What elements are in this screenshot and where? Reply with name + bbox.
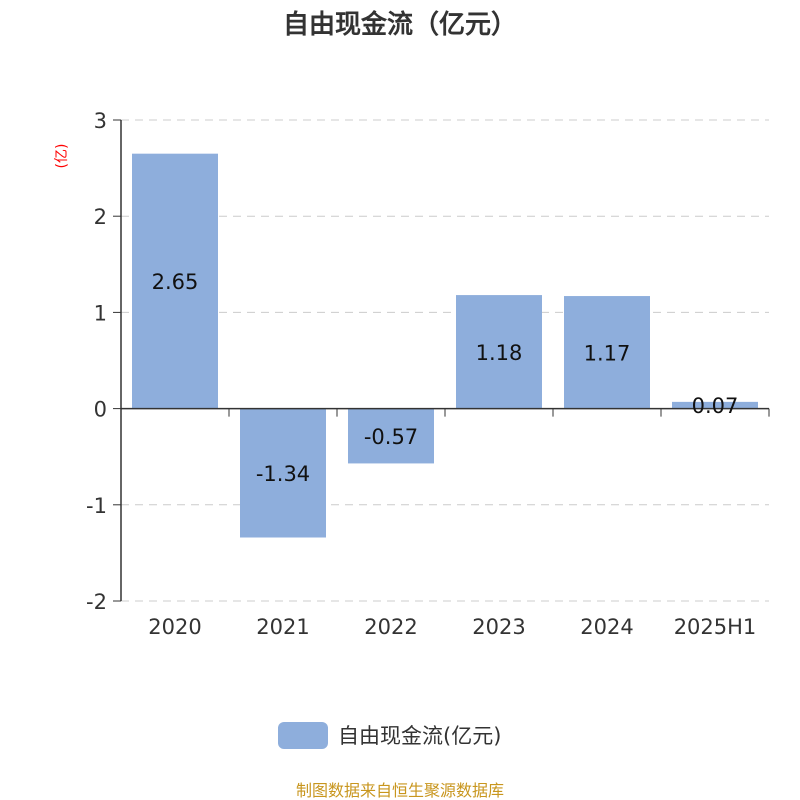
x-tick-label: 2024 <box>580 615 633 639</box>
y-tick-label: 0 <box>94 398 107 422</box>
x-tick-label: 2020 <box>148 615 201 639</box>
y-tick-label: -2 <box>86 590 107 614</box>
y-tick-label: 2 <box>94 205 107 229</box>
bar <box>564 296 650 409</box>
bar <box>348 408 434 464</box>
data-label: 2.65 <box>152 270 199 294</box>
x-tick-label: 2021 <box>256 615 309 639</box>
bar <box>456 295 542 409</box>
x-tick-label: 2022 <box>364 615 417 639</box>
x-tick-label: 2023 <box>472 615 525 639</box>
data-label: -0.57 <box>364 425 418 449</box>
x-tick-label: 2025H1 <box>674 615 757 639</box>
y-tick-label: -1 <box>86 494 107 518</box>
data-label: -1.34 <box>256 462 310 486</box>
chart-title: 自由现金流（亿元） <box>283 9 517 40</box>
legend-label[interactable]: 自由现金流(亿元) <box>338 724 501 748</box>
legend-swatch[interactable] <box>278 722 328 749</box>
data-label: 0.07 <box>692 394 739 418</box>
bar <box>672 401 758 409</box>
bar <box>240 408 326 538</box>
data-label: 1.18 <box>476 341 523 365</box>
data-label: 1.17 <box>584 341 631 365</box>
bar <box>132 153 218 409</box>
y-tick-label: 3 <box>94 109 107 133</box>
y-axis-label: (亿) <box>54 144 70 169</box>
footer-source: 制图数据来自恒生聚源数据库 <box>296 781 504 800</box>
y-tick-label: 1 <box>94 301 107 325</box>
